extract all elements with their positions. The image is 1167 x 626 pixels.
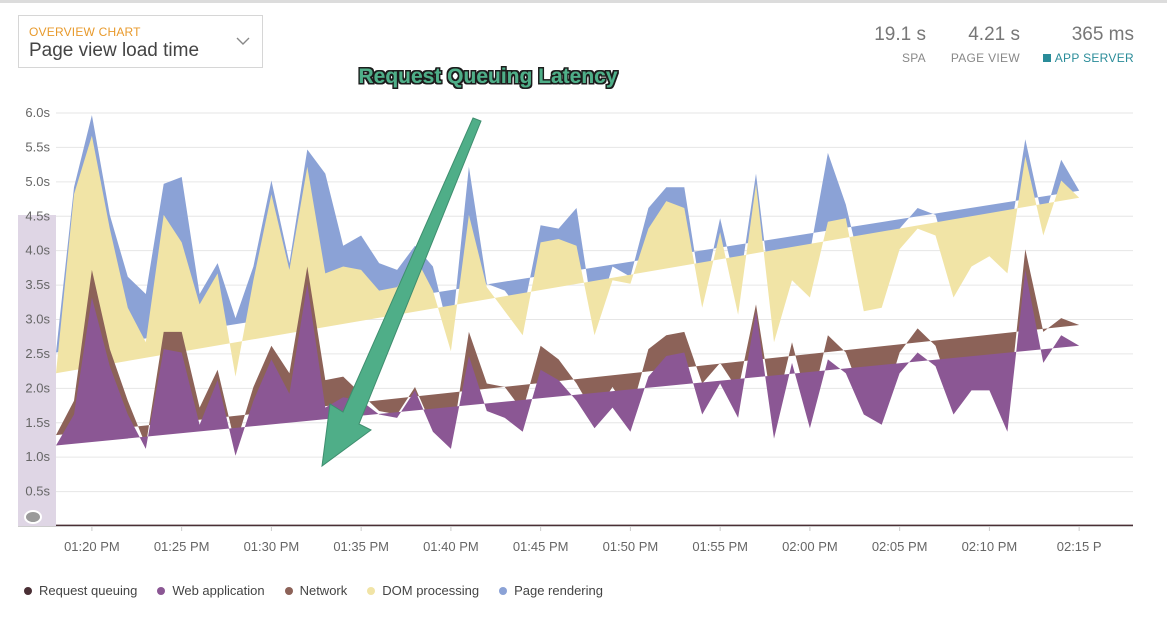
y-tick-label: 6.0s <box>25 105 50 120</box>
legend-web-application-swatch <box>157 586 166 595</box>
annotation-layer: Request Queuing Latency <box>321 65 618 468</box>
metric-page-view: 4.21 s PAGE VIEW <box>940 24 1020 65</box>
metric-spa: 19.1 s SPA <box>860 24 926 65</box>
axes: 0.5s 1.0s 1.5s 2.0s 2.5s 3.0s 3.5s 4.0s 4.5s 5.0s… <box>18 105 1133 554</box>
y-tick-label: 4.5s <box>25 208 50 223</box>
legend-network-label: Network <box>299 583 348 598</box>
metric-page-view-label: PAGE VIEW <box>950 51 1020 65</box>
annotation-label: Request Queuing Latency <box>358 65 617 88</box>
y-tick-label: 2.0s <box>25 380 50 395</box>
range-handle-icon[interactable] <box>24 510 42 524</box>
x-tick-label: 02:00 PM <box>782 539 838 554</box>
legend-request-queuing-swatch <box>24 586 32 595</box>
metric-app-server-value: 365 ms <box>1071 24 1134 45</box>
metric-app-server-label-text: APP SERVER <box>1054 51 1134 65</box>
metric-spa-value: 19.1 s <box>874 24 926 45</box>
range-selection-overlay[interactable] <box>18 215 56 526</box>
x-tick-label: 02:05 PM <box>872 539 928 554</box>
y-tick-label: 5.0s <box>25 174 50 189</box>
overview-chart-selector[interactable]: OVERVIEW CHART Page view load time <box>18 15 263 68</box>
legend-network[interactable]: Network <box>284 583 348 598</box>
x-tick-label: 01:55 PM <box>692 539 748 554</box>
annotation-arrow-icon <box>321 117 482 468</box>
x-tick-label: 02:15 P <box>1057 539 1102 554</box>
metric-app-server-label[interactable]: APP SERVER <box>1030 51 1134 65</box>
x-tick-label: 01:20 PM <box>64 539 120 554</box>
legend-page-rendering[interactable]: Page rendering <box>499 583 603 598</box>
x-tick-label: 01:50 PM <box>603 539 659 554</box>
y-tick-label: 0.5s <box>25 484 50 499</box>
area-series <box>18 115 1133 526</box>
legend-web-application[interactable]: Web application <box>157 583 265 598</box>
app-server-swatch-icon <box>1042 54 1051 62</box>
legend-page-rendering-swatch <box>499 586 508 595</box>
chevron-down-icon <box>236 37 250 45</box>
y-tick-label: 1.0s <box>25 449 50 464</box>
legend-page-rendering-label: Page rendering <box>514 583 603 598</box>
metric-spa-label: SPA <box>901 51 926 65</box>
area-request-queuing <box>56 524 1133 526</box>
x-tick-label: 01:25 PM <box>154 539 210 554</box>
selector-kicker: OVERVIEW CHART <box>29 25 141 39</box>
selector-value: Page view load time <box>29 40 200 61</box>
x-tick-label: 01:45 PM <box>513 539 569 554</box>
y-tick-label: 3.0s <box>25 312 50 327</box>
top-rule <box>0 0 1167 3</box>
x-tick-label: 01:40 PM <box>423 539 479 554</box>
y-tick-label: 5.5s <box>25 139 50 154</box>
y-tick-label: 3.5s <box>25 277 50 292</box>
legend-web-application-label: Web application <box>172 583 265 598</box>
y-tick-label: 4.0s <box>25 243 50 258</box>
legend-dom-processing-swatch <box>367 586 376 595</box>
area-web-application <box>56 269 1080 456</box>
metric-app-server[interactable]: 365 ms APP SERVER <box>1030 24 1134 65</box>
metric-page-view-value: 4.21 s <box>968 24 1020 45</box>
x-tick-label: 01:30 PM <box>244 539 300 554</box>
y-tick-label: 1.5s <box>25 415 50 430</box>
legend-network-swatch <box>284 586 293 595</box>
legend-dom-processing[interactable]: DOM processing <box>367 583 479 598</box>
x-tick-label: 01:35 PM <box>333 539 389 554</box>
y-tick-label: 2.5s <box>25 346 50 361</box>
legend: Request queuing Web application Network … <box>24 583 623 598</box>
legend-request-queuing-label: Request queuing <box>39 583 138 598</box>
x-tick-label: 02:10 PM <box>962 539 1018 554</box>
legend-request-queuing[interactable]: Request queuing <box>24 583 137 598</box>
legend-dom-processing-label: DOM processing <box>382 583 480 598</box>
